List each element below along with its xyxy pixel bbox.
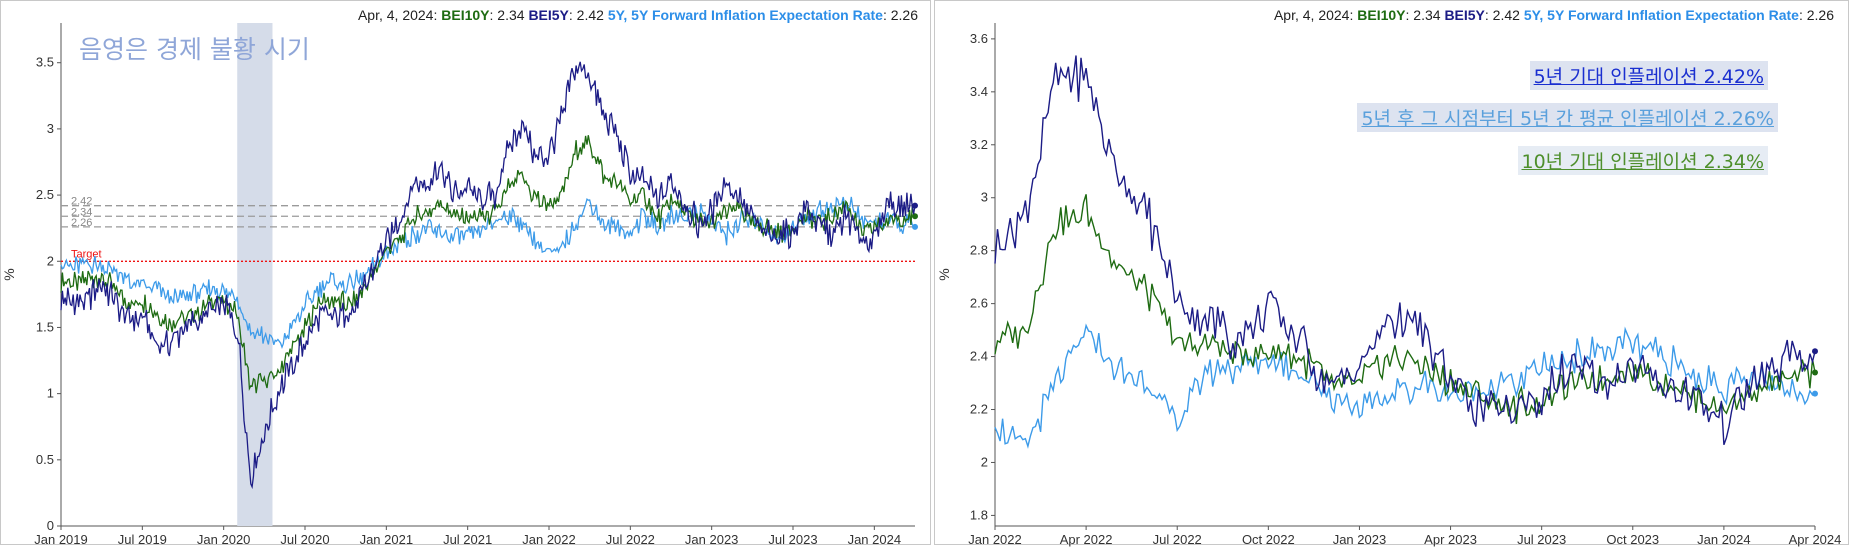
header-forward-label: 5Y, 5Y Forward Inflation Expectation Rat… — [607, 7, 883, 23]
target-label: Target — [71, 248, 102, 260]
chart-header: Apr, 4, 2024: BEI10Y: 2.34 BEI5Y: 2.42 5… — [358, 7, 918, 23]
y-tick-label: 0.5 — [36, 452, 54, 467]
y-tick-label: 1 — [47, 386, 54, 401]
x-tick-label: Jul 2021 — [443, 532, 492, 547]
header-date: Apr, 4, 2024: — [1273, 7, 1354, 23]
header-forward-value: : 2.26 — [1798, 7, 1834, 23]
chart-panel-right: 1.8 2 2.2 2.4 2.6 2.8 3 3.2 3.4 3.6% Jan 2022 Apr 2… — [934, 0, 1849, 547]
x-tick-label: Jul 2023 — [1517, 532, 1566, 547]
x-tick-label: Jul 2022 — [606, 532, 655, 547]
header-bei10y-label: BEI10Y — [1357, 7, 1406, 23]
header-forward-value: : 2.26 — [882, 7, 918, 23]
x-tick-label: Oct 2023 — [1606, 532, 1659, 547]
series-end-marker — [1812, 390, 1818, 397]
y-axis-label: % — [936, 268, 952, 280]
annotation-bei5y: 5년 기대 인플레이션 2.42% — [1529, 61, 1768, 90]
line-chart-full-history: 0 0.5 1 1.5 2 2.5 3 3.5% Jan 2019 Jul 2019 Jan 202… — [1, 23, 918, 547]
y-tick-label: 3.4 — [970, 84, 988, 99]
x-tick-label: Jan 2022 — [522, 532, 576, 547]
y-tick-label: 2.5 — [36, 187, 54, 202]
header-bei5y-value: : 2.42 — [1484, 7, 1520, 23]
series-line-bei5y — [994, 55, 1816, 446]
x-tick-label: Jul 2023 — [768, 532, 817, 547]
header-bei5y-label: BEI5Y — [528, 7, 569, 23]
header-bei10y-value: : 2.34 — [1405, 7, 1441, 23]
header-date: Apr, 4, 2024: — [357, 7, 438, 23]
chart-header: Apr, 4, 2024: BEI10Y: 2.34 BEI5Y: 2.42 5… — [1274, 7, 1834, 23]
line-chart-recent: 1.8 2 2.2 2.4 2.6 2.8 3 3.2 3.4 3.6% Jan 2022 Apr 2… — [936, 23, 1842, 547]
annotation-bei10y: 10년 기대 인플레이션 2.34% — [1517, 146, 1768, 175]
y-tick-label: 3.6 — [970, 31, 988, 46]
reference-line-label: 2.26 — [71, 217, 92, 229]
series-end-marker — [912, 202, 918, 209]
x-tick-label: Jul 2022 — [1153, 532, 1202, 547]
x-tick-label: Oct 2022 — [1242, 532, 1295, 547]
annotation-forward: 5년 후 그 시점부터 5년 간 평균 인플레이션 2.26% — [1357, 103, 1778, 132]
x-tick-label: Jan 2023 — [1333, 532, 1387, 547]
header-bei5y-label: BEI5Y — [1444, 7, 1485, 23]
y-tick-label: 3 — [47, 121, 54, 136]
y-tick-label: 3.2 — [970, 137, 988, 152]
y-tick-label: 3.5 — [36, 55, 54, 70]
y-tick-label: 2 — [47, 253, 54, 268]
x-tick-label: Jan 2021 — [360, 532, 414, 547]
header-bei10y-label: BEI10Y — [441, 7, 490, 23]
header-forward-label: 5Y, 5Y Forward Inflation Expectation Rat… — [1523, 7, 1799, 23]
series-line-bei5y — [60, 61, 916, 490]
x-tick-label: Jan 2024 — [1697, 532, 1751, 547]
chart-panel-left: 0 0.5 1 1.5 2 2.5 3 3.5% Jan 2019 Jul 2019 Jan 202… — [0, 0, 931, 547]
x-tick-label: Jan 2022 — [968, 532, 1022, 547]
x-tick-label: Jan 2024 — [848, 532, 902, 547]
recession-shading-note: 음영은 경제 불황 시기 — [79, 35, 310, 64]
series-line-5y-5y-forward-inflation-expectation-rate — [994, 323, 1816, 449]
x-tick-label: Apr 2024 — [1789, 532, 1842, 547]
x-tick-label: Jul 2019 — [118, 532, 167, 547]
series-end-marker — [912, 213, 918, 220]
reference-line-label: 2.34 — [71, 206, 92, 218]
y-tick-label: 2.6 — [970, 296, 988, 311]
x-tick-label: Jan 2023 — [685, 532, 739, 547]
header-bei5y-value: : 2.42 — [568, 7, 604, 23]
x-tick-label: Jan 2019 — [34, 532, 88, 547]
y-tick-label: 0 — [47, 518, 54, 533]
x-tick-label: Apr 2023 — [1424, 532, 1477, 547]
series-end-marker — [1812, 348, 1818, 355]
y-tick-label: 1.5 — [36, 319, 54, 334]
y-axis-label: % — [1, 268, 17, 280]
x-tick-label: Jul 2020 — [280, 532, 329, 547]
y-tick-label: 3 — [981, 190, 988, 205]
x-tick-label: Jan 2020 — [197, 532, 251, 547]
reference-line-label: 2.42 — [71, 196, 92, 208]
y-tick-label: 1.8 — [970, 507, 988, 522]
series-line-bei10y — [60, 135, 916, 394]
recession-shade — [237, 23, 273, 526]
series-end-marker — [912, 223, 918, 230]
y-tick-label: 2.4 — [970, 349, 988, 364]
series-line-bei10y — [994, 194, 1816, 425]
series-end-marker — [1812, 369, 1818, 376]
x-tick-label: Apr 2022 — [1060, 532, 1113, 547]
y-tick-label: 2.8 — [970, 243, 988, 258]
y-tick-label: 2.2 — [970, 402, 988, 417]
y-tick-label: 2 — [981, 454, 988, 469]
header-bei10y-value: : 2.34 — [489, 7, 525, 23]
